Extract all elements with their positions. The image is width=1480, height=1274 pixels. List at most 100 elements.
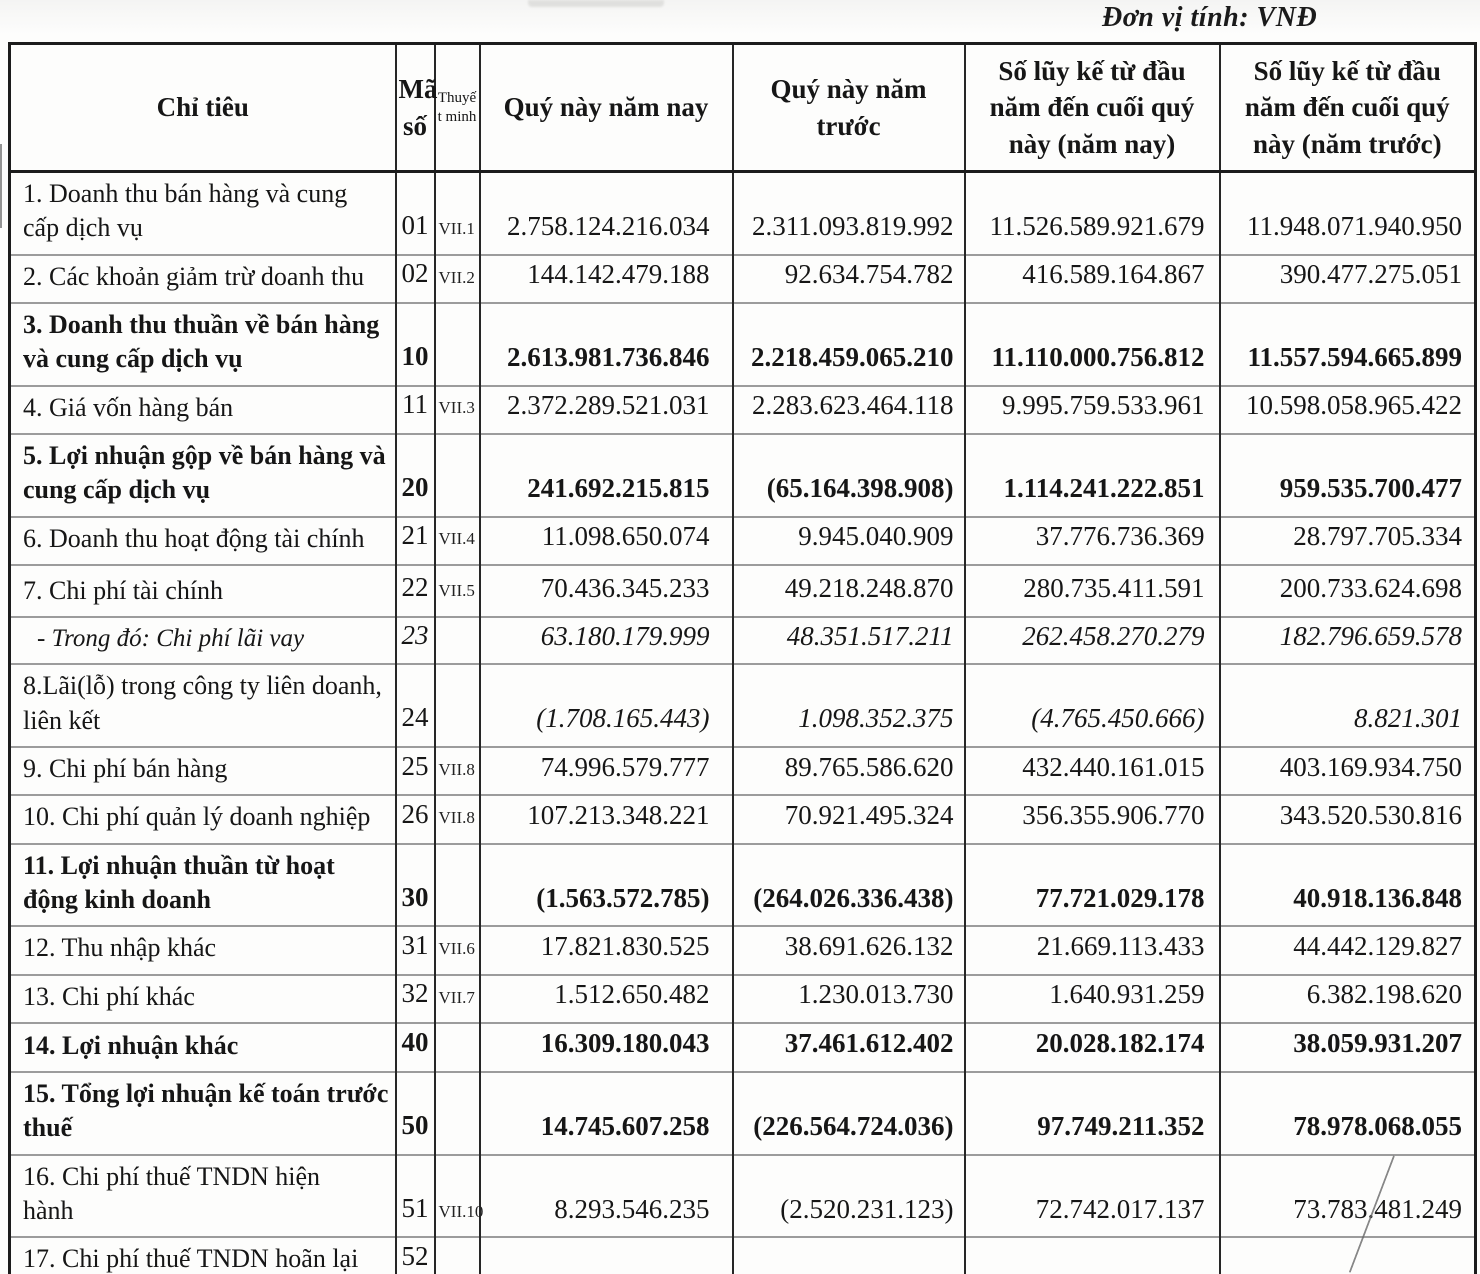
table-row: 2. Các khoản giảm trừ doanh thu 02 VII.2… xyxy=(8,253,1477,303)
row-value xyxy=(1218,1236,1477,1274)
row-value: 74.996.579.777 xyxy=(478,746,734,796)
row-note: VII.8 xyxy=(433,794,481,844)
row-value: 38.059.931.207 xyxy=(1218,1021,1477,1072)
row-label: 6. Doanh thu hoạt động tài chính xyxy=(8,515,397,565)
row-code: 40 xyxy=(394,1021,436,1072)
row-value: 2.372.289.521.031 xyxy=(478,384,734,434)
row-label: 17. Chi phí thuế TNDN hoãn lại xyxy=(8,1236,397,1274)
row-value: 17.821.830.525 xyxy=(478,925,734,975)
table-row: 11. Lợi nhuận thuần từ hoạt động kinh do… xyxy=(8,842,1477,927)
row-value: 1.114.241.222.851 xyxy=(963,432,1221,517)
row-label: 10. Chi phí quản lý doanh nghiệp xyxy=(8,794,397,844)
row-code: 25 xyxy=(394,746,436,796)
row-value: 40.918.136.848 xyxy=(1218,842,1477,927)
row-note: VII.2 xyxy=(433,253,481,303)
row-value: 14.745.607.258 xyxy=(478,1070,734,1155)
row-value: 21.669.113.433 xyxy=(963,925,1221,975)
row-note: VII.8 xyxy=(433,746,481,796)
income-statement-table: Chỉ tiêu Mã số Thuyết minh Quý này năm n… xyxy=(8,42,1477,1274)
row-note: VII.6 xyxy=(433,925,481,975)
scan-smudge-artifact xyxy=(528,0,664,7)
row-note xyxy=(433,432,481,517)
row-code: 50 xyxy=(394,1070,436,1155)
table-row: 16. Chi phí thuế TNDN hiện hành 51 VII.1… xyxy=(8,1153,1477,1238)
row-note: VII.4 xyxy=(433,515,481,565)
row-note xyxy=(433,842,481,927)
row-value: 1.230.013.730 xyxy=(731,973,966,1023)
unit-label: Đơn vị tính: VNĐ xyxy=(1102,2,1318,33)
row-value xyxy=(731,1236,966,1274)
row-value: 72.742.017.137 xyxy=(963,1153,1221,1238)
row-value xyxy=(963,1236,1221,1274)
row-code: 52 xyxy=(394,1236,436,1274)
row-value: 11.948.071.940.950 xyxy=(1218,170,1477,255)
column-header-note: Thuyết minh xyxy=(433,43,481,173)
row-value: 73.783.481.249 xyxy=(1218,1153,1477,1238)
table-row: 8.Lãi(lỗ) trong công ty liên doanh, liên… xyxy=(8,663,1477,748)
row-value: 1.512.650.482 xyxy=(478,973,734,1023)
row-value: 37.461.612.402 xyxy=(731,1021,966,1072)
row-value: (264.026.336.438) xyxy=(731,842,966,927)
row-note: VII.1 xyxy=(433,170,481,255)
table-row: 3. Doanh thu thuần về bán hàng và cung c… xyxy=(8,301,1477,386)
row-value: 959.535.700.477 xyxy=(1218,432,1477,517)
row-note xyxy=(433,615,481,665)
row-value: 16.309.180.043 xyxy=(478,1021,734,1072)
row-value: 37.776.736.369 xyxy=(963,515,1221,565)
row-value: 11.557.594.665.899 xyxy=(1218,301,1477,386)
row-value: 2.218.459.065.210 xyxy=(731,301,966,386)
row-label: 12. Thu nhập khác xyxy=(8,925,397,975)
row-value: 49.218.248.870 xyxy=(731,563,966,617)
row-value: 70.436.345.233 xyxy=(478,563,734,617)
row-label: 15. Tổng lợi nhuận kế toán trước thuế xyxy=(8,1070,397,1155)
row-code: 02 xyxy=(394,253,436,303)
row-value: (4.765.450.666) xyxy=(963,663,1221,748)
row-label: 3. Doanh thu thuần về bán hàng và cung c… xyxy=(8,301,397,386)
row-label: 5. Lợi nhuận gộp về bán hàng và cung cấp… xyxy=(8,432,397,517)
row-note: VII.3 xyxy=(433,384,481,434)
row-value: 390.477.275.051 xyxy=(1218,253,1477,303)
table-header: Chỉ tiêu Mã số Thuyết minh Quý này năm n… xyxy=(8,43,1477,173)
row-value: 11.098.650.074 xyxy=(478,515,734,565)
row-value: 11.526.589.921.679 xyxy=(963,170,1221,255)
row-label: 4. Giá vốn hàng bán xyxy=(8,384,397,434)
row-value: 280.735.411.591 xyxy=(963,563,1221,617)
column-header-ytd-last-year: Số lũy kế từ đầu năm đến cuối quý này (n… xyxy=(1218,43,1477,173)
column-header-this-quarter-last-year: Quý này năm trước xyxy=(731,43,966,173)
row-value: 8.821.301 xyxy=(1218,663,1477,748)
row-note xyxy=(433,663,481,748)
row-value: 2.613.981.736.846 xyxy=(478,301,734,386)
row-value: 144.142.479.188 xyxy=(478,253,734,303)
row-label: - Trong đó: Chi phí lãi vay xyxy=(8,615,397,665)
table-row: 14. Lợi nhuận khác 40 16.309.180.043 37.… xyxy=(8,1021,1477,1072)
row-code: 31 xyxy=(394,925,436,975)
table-row: 6. Doanh thu hoạt động tài chính 21 VII.… xyxy=(8,515,1477,565)
row-value: 44.442.129.827 xyxy=(1218,925,1477,975)
column-header-code: Mã số xyxy=(394,43,437,173)
row-value: 70.921.495.324 xyxy=(731,794,966,844)
row-note xyxy=(433,1070,481,1155)
row-code: 30 xyxy=(394,842,436,927)
row-value: (2.520.231.123) xyxy=(731,1153,966,1238)
row-label: 14. Lợi nhuận khác xyxy=(8,1021,397,1072)
row-value: 200.733.624.698 xyxy=(1218,563,1477,617)
row-value: 262.458.270.279 xyxy=(963,615,1221,665)
row-value: 356.355.906.770 xyxy=(963,794,1221,844)
row-label: 8.Lãi(lỗ) trong công ty liên doanh, liên… xyxy=(8,663,397,748)
row-value: 403.169.934.750 xyxy=(1218,746,1477,796)
row-code: 23 xyxy=(394,615,436,665)
table-row: 17. Chi phí thuế TNDN hoãn lại 52 xyxy=(8,1236,1477,1274)
row-value: (1.563.572.785) xyxy=(478,842,734,927)
row-note: VII.10 xyxy=(433,1153,483,1238)
header-row: Chỉ tiêu Mã số Thuyết minh Quý này năm n… xyxy=(8,43,1477,173)
scan-edge-line-artifact xyxy=(0,144,2,228)
row-value: 20.028.182.174 xyxy=(963,1021,1221,1072)
table-row: 4. Giá vốn hàng bán 11 VII.3 2.372.289.5… xyxy=(8,384,1477,434)
row-value: 48.351.517.211 xyxy=(731,615,966,665)
row-code: 11 xyxy=(394,384,436,434)
row-value: 2.311.093.819.992 xyxy=(731,170,966,255)
table-row: 15. Tổng lợi nhuận kế toán trước thuế 50… xyxy=(8,1070,1477,1155)
row-value: 1.098.352.375 xyxy=(731,663,966,748)
row-value: (65.164.398.908) xyxy=(731,432,966,517)
